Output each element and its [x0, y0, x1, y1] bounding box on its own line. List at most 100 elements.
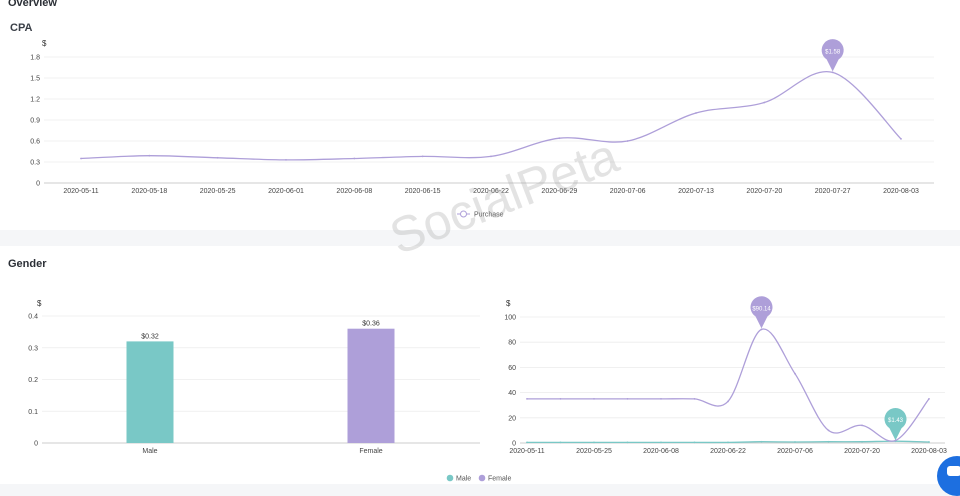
gender-line-point [593, 441, 595, 444]
cpa-x-tick: 2020-07-20 [746, 188, 782, 195]
gender-line-female-series [527, 328, 930, 442]
gender-line-point [760, 440, 763, 443]
cpa-x-tick: 2020-06-15 [405, 188, 441, 195]
cpa-point [285, 159, 287, 161]
gender-line-y-unit: $ [506, 299, 511, 308]
gender-line-point [559, 441, 562, 444]
cpa-point [148, 154, 151, 157]
gender-line-x-tick: 2020-05-11 [509, 448, 544, 455]
cpa-point [900, 138, 902, 140]
cpa-y-tick: 0.3 [30, 160, 40, 167]
gender-line-x-tick: 2020-05-25 [576, 448, 612, 455]
gender-bar-y-tick: 0.1 [28, 409, 38, 416]
cpa-point [558, 137, 561, 140]
gender-line-y-tick: 40 [508, 390, 516, 397]
cpa-x-tick: 2020-05-25 [200, 188, 236, 195]
gender-line-point [626, 441, 629, 444]
cpa-x-tick: 2020-08-03 [883, 188, 919, 195]
gender-line-point [526, 441, 528, 444]
cpa-point [421, 155, 424, 158]
gender-line-y-tick: 20 [508, 415, 516, 422]
gender-line-point [794, 441, 796, 443]
gender-line-point [727, 400, 729, 403]
cpa-panel [0, 0, 960, 230]
cpa-peak-marker [821, 39, 844, 72]
gender-line-point [593, 398, 595, 400]
cpa-point [763, 101, 766, 104]
gender-bar-y-tick: 0.4 [28, 314, 38, 321]
cpa-x-tick: 2020-05-11 [63, 188, 98, 195]
cpa-x-tick: 2020-06-01 [268, 188, 304, 195]
gender-line-x-tick: 2020-06-22 [710, 448, 746, 455]
gender-bar-y-tick: 0 [34, 441, 38, 448]
gender-line-point [794, 372, 796, 375]
gender-line-female-marker [750, 296, 773, 329]
cpa-x-tick: 2020-06-08 [336, 188, 372, 195]
gender-line-point [827, 429, 830, 432]
gender-line-male-marker-label: $1.43 [888, 418, 904, 424]
gender-line-point [861, 440, 863, 443]
gender-line-x-tick: 2020-08-03 [911, 448, 947, 455]
gender-line-point [693, 441, 696, 444]
gender-line-female-marker-label: $90.14 [752, 306, 771, 312]
gender-line-point [894, 439, 897, 442]
gender-line-y-tick: 80 [508, 340, 516, 347]
gender-line-male-marker [884, 407, 907, 441]
cpa-title: CPA [10, 22, 33, 34]
cpa-y-tick: 0 [36, 181, 40, 188]
gender-line-point [928, 398, 930, 400]
gender-bar-x-tick: Male [142, 448, 157, 455]
gender-line-point [559, 398, 562, 400]
gender-title: Gender [8, 258, 47, 270]
gender-bar-y-unit: $ [37, 299, 42, 308]
gender-line-point [660, 441, 662, 444]
cpa-series-line [80, 70, 902, 161]
gender-line-y-tick: 60 [508, 365, 516, 372]
gender-bar-y-tick: 0.3 [28, 345, 38, 352]
gender-legend-male-label: Male [456, 476, 471, 483]
cpa-y-tick: 0.9 [30, 118, 40, 125]
cpa-point [80, 157, 82, 160]
cpa-legend-label: Purchase [474, 212, 504, 219]
gender-bar-x-tick: Female [359, 448, 382, 455]
gender-line-x-tick: 2020-07-20 [844, 448, 880, 455]
gender-line-point [861, 424, 863, 427]
gender-line-point [727, 441, 729, 444]
gender-legend-female-marker [478, 474, 486, 482]
cpa-y-tick: 1.8 [30, 55, 40, 62]
gender-line-y-tick: 100 [504, 315, 516, 322]
gender-legend-female-label: Female [488, 476, 511, 483]
cpa-point [353, 157, 356, 160]
gender-line-point [827, 440, 830, 443]
cpa-y-unit: $ [42, 39, 47, 48]
gender-line-x-tick: 2020-07-06 [777, 448, 813, 455]
gender-bar-data-label: $0.36 [362, 321, 380, 328]
gender-bar-data-label: $0.32 [141, 333, 159, 340]
gender-bar-y-tick: 0.2 [28, 377, 38, 384]
cpa-x-tick: 2020-06-22 [473, 188, 509, 195]
gender-bar-male [126, 341, 174, 443]
gender-line-point [928, 441, 930, 443]
cpa-point [626, 140, 629, 142]
cpa-point [490, 155, 492, 158]
cpa-point [216, 156, 219, 159]
cpa-peak-marker-label: $1.58 [825, 49, 841, 55]
cpa-point [831, 71, 834, 74]
gender-line-point [660, 398, 662, 400]
cpa-x-tick: 2020-07-06 [610, 188, 646, 195]
cpa-y-tick: 1.2 [30, 97, 40, 104]
page-title: Overview [8, 0, 57, 9]
cpa-x-tick: 2020-05-18 [131, 188, 167, 195]
cpa-point [695, 112, 697, 114]
gender-legend-male-marker [446, 474, 454, 482]
gender-line-point [526, 398, 528, 400]
cpa-x-tick: 2020-07-13 [678, 188, 714, 195]
cpa-y-tick: 0.6 [30, 139, 40, 146]
cpa-x-tick: 2020-07-27 [815, 188, 851, 195]
charts-canvas: 00.30.60.91.21.51.8$2020-05-11 2020-05-18… [28, 39, 947, 483]
gender-line-point [626, 398, 629, 400]
cpa-x-tick: 2020-06-29 [541, 188, 577, 195]
gender-line-point [693, 398, 696, 400]
cpa-legend-marker [460, 210, 467, 218]
gender-line-point [760, 328, 763, 331]
